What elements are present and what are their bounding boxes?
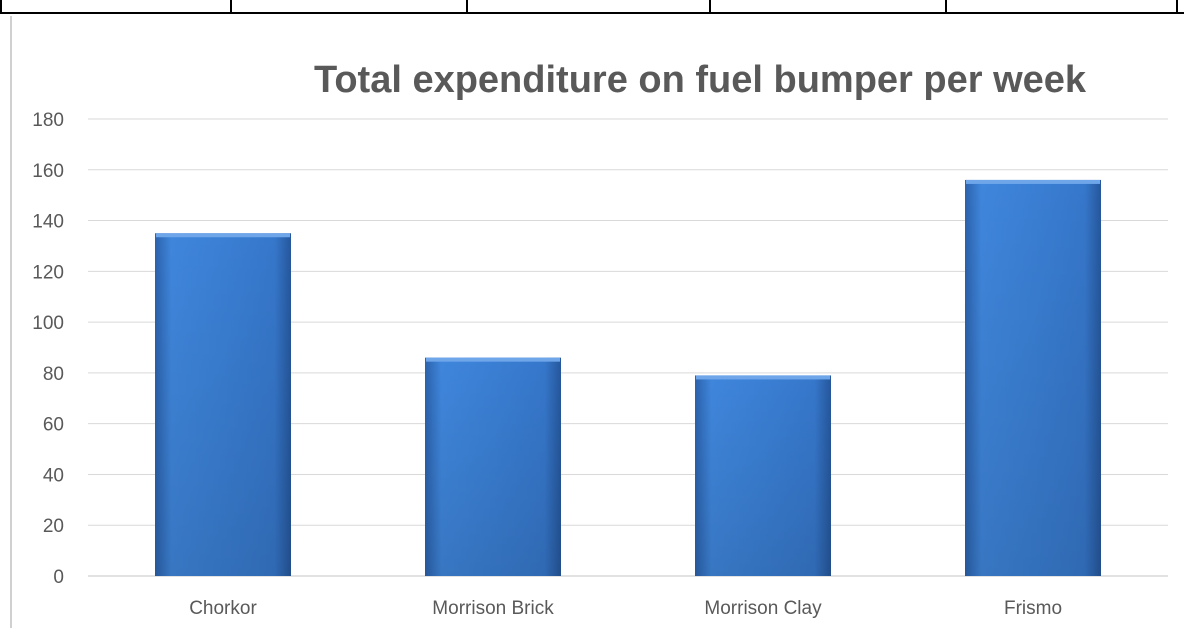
y-tick-label: 160 [32,161,64,182]
bar-shade [425,357,561,576]
x-tick-label: Morrison Clay [704,598,822,619]
y-tick-label: 80 [43,364,64,385]
chart-title: Total expenditure on fuel bumper per wee… [314,59,1087,101]
table-cell-divider [230,0,232,12]
x-tick-label: Morrison Brick [432,598,554,619]
bar-highlight [966,179,1100,184]
table-cell-divider [945,0,947,12]
y-tick-label: 140 [32,212,64,233]
chart-frame-border [10,16,12,628]
table-cell-divider [466,0,468,12]
y-tick-label: 100 [32,313,64,334]
table-cell-divider [709,0,711,12]
bar-shade [695,375,831,576]
x-axis-ticks: Chorkor Morrison Brick Morrison Clay Frismo [189,598,1062,619]
bar-shade [965,179,1101,576]
y-tick-label: 180 [32,110,64,131]
table-fragment [0,0,1184,14]
bars [155,179,1101,576]
table-cell-divider [1176,0,1178,12]
table-cell-divider [0,0,2,12]
bar-highlight [696,375,830,380]
y-tick-label: 20 [43,516,64,537]
bar-shade [155,233,291,576]
bar-highlight [426,357,560,362]
y-tick-label: 0 [53,567,64,588]
y-tick-label: 40 [43,465,64,486]
y-tick-label: 60 [43,415,64,436]
y-tick-label: 120 [32,262,64,283]
x-tick-label: Frismo [1004,598,1062,619]
x-tick-label: Chorkor [189,598,257,619]
bar-highlight [156,233,290,238]
y-axis-ticks: 0 20 40 60 80 100 120 140 160 180 [32,110,64,588]
